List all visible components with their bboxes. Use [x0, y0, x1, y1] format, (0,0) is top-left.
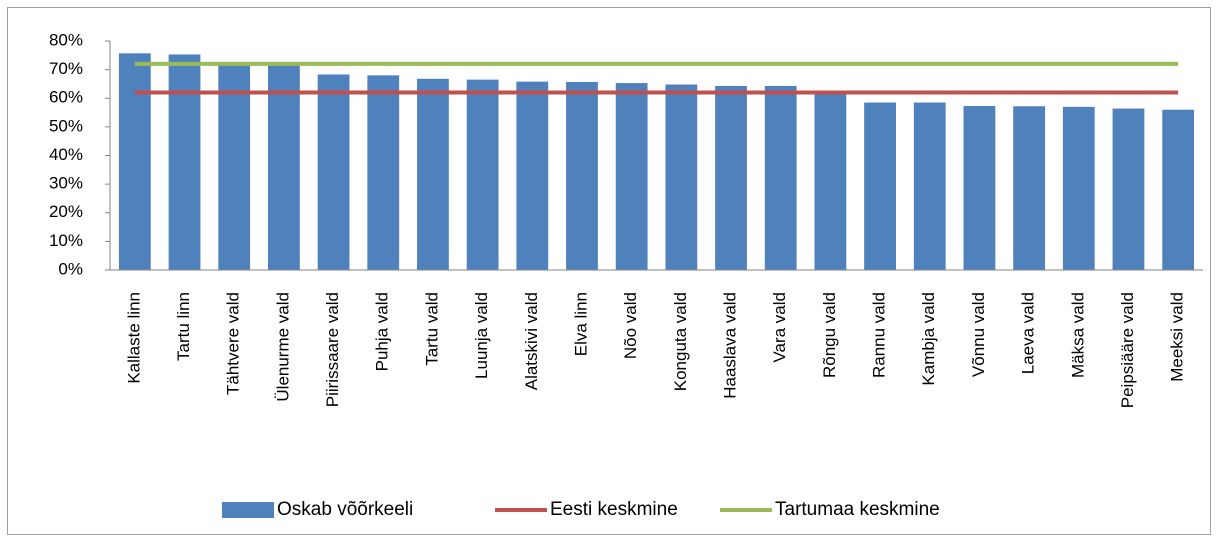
- bar: [1112, 108, 1145, 271]
- x-tick-label: Mäksa vald: [1068, 292, 1087, 378]
- x-tick-label: Alatskivi vald: [522, 292, 541, 390]
- bar: [913, 102, 946, 270]
- bar: [665, 84, 698, 270]
- bar: [466, 79, 499, 270]
- x-tick-label: Kambja vald: [919, 292, 938, 386]
- y-tick-label: 80%: [49, 30, 83, 49]
- x-tick-label: Elva linn: [571, 292, 590, 356]
- x-tick-label: Tartu linn: [174, 292, 193, 361]
- y-tick-label: 40%: [49, 145, 83, 164]
- legend-label: Eesti keskmine: [550, 499, 678, 520]
- x-tick-label: Peipsiääre vald: [1118, 292, 1137, 408]
- y-tick-label: 30%: [49, 174, 83, 193]
- bar: [417, 78, 449, 270]
- bar: [1062, 106, 1095, 271]
- x-tick-label: Piirissaare vald: [323, 292, 342, 407]
- bar: [814, 91, 847, 270]
- x-tick-label: Võnnu vald: [969, 292, 988, 377]
- x-tick-label: Tartu vald: [422, 292, 441, 366]
- y-tick-label: 50%: [49, 116, 83, 135]
- bar: [963, 105, 996, 270]
- bar: [615, 83, 648, 270]
- x-tick-label: Nõo vald: [621, 292, 640, 359]
- x-tick-label: Rõngu vald: [820, 292, 839, 378]
- bar: [367, 75, 400, 270]
- bar: [267, 65, 300, 270]
- x-tick-label: Laeva vald: [1019, 292, 1038, 374]
- bar: [566, 81, 598, 270]
- bar: [1162, 109, 1195, 270]
- bar: [516, 81, 549, 271]
- bar: [168, 54, 201, 270]
- bar: [715, 85, 747, 270]
- bar: [1013, 106, 1046, 270]
- x-tick-label: Luunja vald: [472, 292, 491, 379]
- bar: [864, 102, 896, 270]
- x-tick-label: Puhja vald: [373, 292, 392, 371]
- y-tick-label: 10%: [49, 231, 83, 250]
- legend-swatch: [222, 502, 274, 518]
- x-tick-label: Rannu vald: [870, 292, 889, 378]
- bar: [317, 74, 350, 271]
- y-tick-label: 20%: [49, 202, 83, 221]
- x-tick-label: Ülenurme vald: [273, 292, 292, 402]
- x-tick-label: Vara vald: [770, 292, 789, 363]
- bar: [764, 85, 797, 270]
- x-tick-label: Haaslava vald: [721, 292, 740, 399]
- x-tick-label: Konguta vald: [671, 292, 690, 391]
- chart-border: [7, 7, 1211, 535]
- legend-label: Oskab võõrkeeli: [277, 499, 413, 520]
- bar: [118, 53, 151, 271]
- legend-label: Tartumaa keskmine: [775, 499, 940, 520]
- x-tick-label: Kallaste linn: [124, 292, 143, 384]
- x-tick-label: Meeksi vald: [1168, 292, 1187, 382]
- y-tick-label: 60%: [49, 88, 83, 107]
- x-tick-label: Tähtvere vald: [224, 292, 243, 395]
- y-tick-label: 0%: [58, 259, 83, 278]
- y-tick-label: 70%: [49, 59, 83, 78]
- bar: [218, 62, 251, 270]
